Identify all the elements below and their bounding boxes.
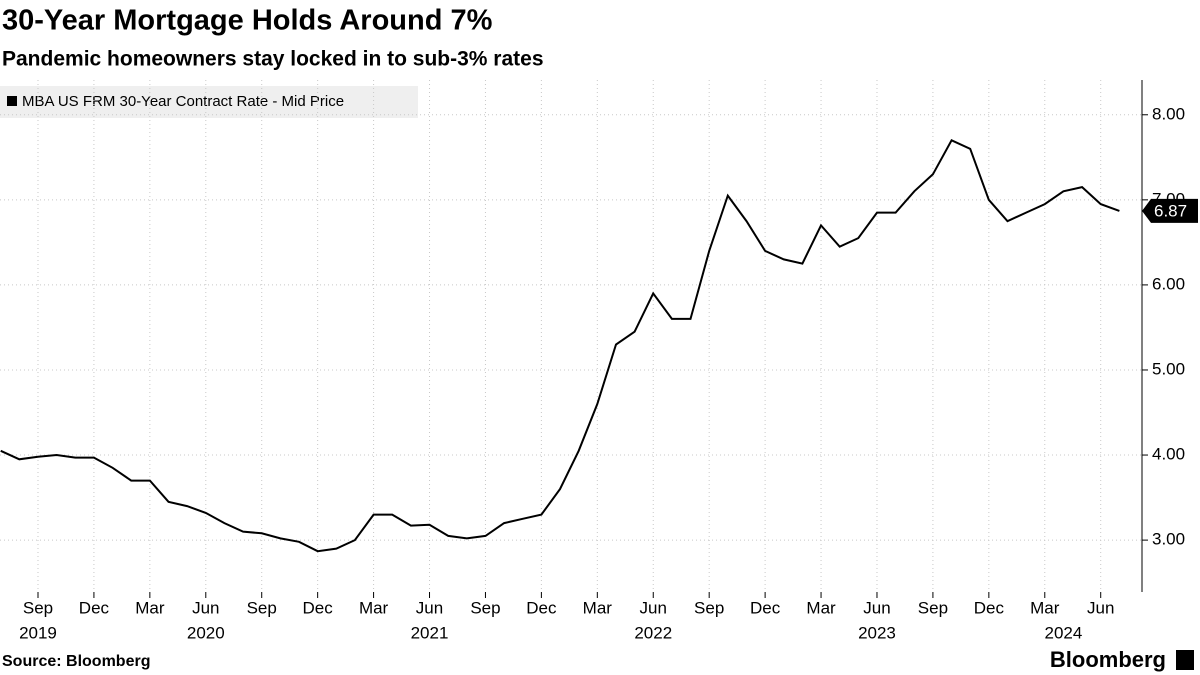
line xyxy=(0,139,1120,553)
y-tick-label: 8.00 xyxy=(1152,104,1185,123)
x-tick-label: Dec xyxy=(974,598,1005,617)
x-tick-label: Jun xyxy=(416,598,443,617)
year-label: 2021 xyxy=(411,623,449,642)
x-tick-label: Jun xyxy=(863,598,890,617)
x-tick-label: Mar xyxy=(583,598,613,617)
x-tick-label: Sep xyxy=(470,598,500,617)
x-tick-label: Jun xyxy=(640,598,667,617)
brand-icon xyxy=(1176,650,1194,670)
chart-subtitle: Pandemic homeowners stay locked in to su… xyxy=(2,48,544,71)
x-tick-label: Sep xyxy=(247,598,277,617)
legend-box xyxy=(0,86,418,118)
x-tick-label: Mar xyxy=(135,598,165,617)
year-label: 2024 xyxy=(1045,623,1083,642)
y-tick-label: 3.00 xyxy=(1152,530,1185,549)
year-label: 2019 xyxy=(19,623,57,642)
x-tick-label: Sep xyxy=(694,598,724,617)
x-tick-label: Sep xyxy=(918,598,948,617)
last-value-marker xyxy=(1142,198,1198,223)
chart-title: 30-Year Mortgage Holds Around 7% xyxy=(2,5,493,37)
x-tick-label: Dec xyxy=(750,598,781,617)
y-tick-label: 6.00 xyxy=(1152,274,1185,293)
x-tick-label: Mar xyxy=(806,598,836,617)
brand: Bloomberg xyxy=(1050,647,1166,672)
legend-label: MBA US FRM 30-Year Contract Rate - Mid P… xyxy=(22,93,344,110)
y-tick-label: 4.00 xyxy=(1152,445,1185,464)
last-value-label: 6.87 xyxy=(1154,201,1187,220)
x-tick-label: Dec xyxy=(79,598,110,617)
x-tick-label: Jun xyxy=(192,598,219,617)
x-tick-label: Mar xyxy=(359,598,389,617)
year-label: 2022 xyxy=(634,623,672,642)
x-tick-label: Jun xyxy=(1087,598,1114,617)
legend-swatch xyxy=(7,96,17,106)
year-label: 2023 xyxy=(858,623,896,642)
y-tick-label: 5.00 xyxy=(1152,359,1185,378)
year-label: 2020 xyxy=(187,623,225,642)
x-tick-label: Dec xyxy=(526,598,557,617)
source: Source: Bloomberg xyxy=(2,653,150,670)
x-tick-label: Dec xyxy=(303,598,334,617)
x-tick-label: Sep xyxy=(23,598,53,617)
x-tick-label: Mar xyxy=(1030,598,1060,617)
